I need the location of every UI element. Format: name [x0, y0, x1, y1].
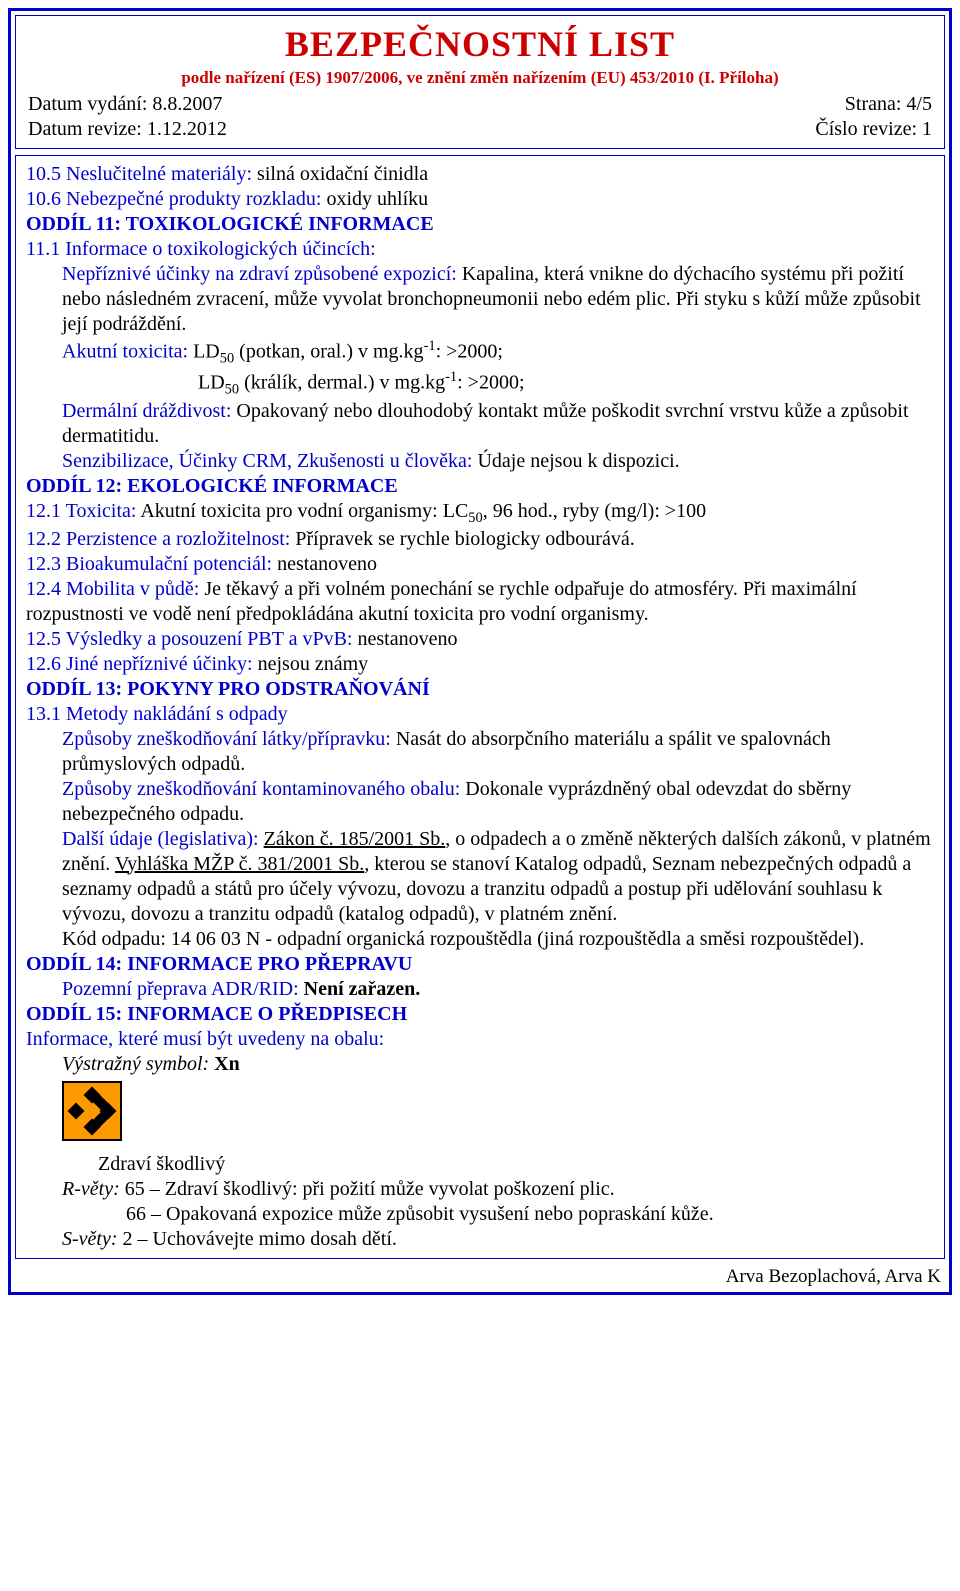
label-r-phrases: R-věty: — [62, 1178, 125, 1200]
item-12-1: 12.1 Toxicita: Akutní toxicita pro vodní… — [26, 499, 934, 527]
text-12-3: nestanoveno — [277, 553, 377, 575]
r-phrase-65: 65 – Zdraví škodlivý: při požití může vy… — [125, 1178, 615, 1200]
document-subtitle: podle nařízení (ES) 1907/2006, ve znění … — [28, 67, 932, 88]
label-12-1: 12.1 Toxicita: — [26, 500, 140, 522]
label-disposal-packaging: Způsoby zneškodňování kontaminovaného ob… — [62, 778, 465, 800]
text-12-2: Přípravek se rychle biologicky odbourává… — [295, 528, 634, 550]
law-185-2001: Zákon č. 185/2001 Sb. — [264, 828, 446, 850]
label-12-2: 12.2 Perzistence a rozložitelnost: — [26, 528, 295, 550]
block-13-disposal-sub: Způsoby zneškodňování látky/přípravku: N… — [26, 727, 934, 777]
label-dermal-irritation: Dermální dráždivost: — [62, 400, 236, 422]
block-13-disposal-pack: Způsoby zneškodňování kontaminovaného ob… — [26, 777, 934, 827]
text-sensitization: Údaje nejsou k dispozici. — [477, 450, 679, 472]
block-15-symbol-line: Výstražný symbol: Xn — [26, 1052, 934, 1077]
ld50-rat-sub: 50 — [220, 351, 234, 367]
label-legislation: Další údaje (legislativa): — [62, 828, 264, 850]
block-11-acute-1: Akutní toxicita: LD50 (potkan, oral.) v … — [26, 337, 934, 368]
ld50-rat-e: : >2000; — [436, 341, 503, 363]
ld50-rabbit-a: LD — [198, 372, 225, 394]
label-12-6: 12.6 Jiné nepříznivé účinky: — [26, 653, 258, 675]
text-12-1-sub: 50 — [468, 510, 482, 526]
item-12-6: 12.6 Jiné nepříznivé účinky: nejsou znám… — [26, 652, 934, 677]
label-s-phrases: S-věty: — [62, 1228, 123, 1250]
document-frame: BEZPEČNOSTNÍ LIST podle nařízení (ES) 19… — [8, 8, 952, 1295]
label-12-5: 12.5 Výsledky a posouzení PBT a vPvB: — [26, 628, 357, 650]
ld50-rat-sup: -1 — [424, 338, 436, 354]
waste-code: Kód odpadu: 14 06 03 N - odpadní organic… — [26, 927, 934, 952]
document-title: BEZPEČNOSTNÍ LIST — [28, 22, 932, 67]
block-14-adr: Pozemní přeprava ADR/RID: Není zařazen. — [26, 977, 934, 1002]
label-10-6: 10.6 Nebezpečné produkty rozkladu: — [26, 188, 326, 210]
revision-date: Datum revize: 1.12.2012 — [28, 117, 227, 142]
r-phrase-66: 66 – Opakovaná expozice může způsobit vy… — [26, 1202, 934, 1227]
block-r-phrases: R-věty: 65 – Zdraví škodlivý: při požití… — [26, 1177, 934, 1202]
block-11-adverse: Nepříznivé účinky na zdraví způsobené ex… — [26, 262, 934, 337]
block-11-sens: Senzibilizace, Účinky CRM, Zkušenosti u … — [26, 449, 934, 474]
heading-section-11: ODDÍL 11: TOXIKOLOGICKÉ INFORMACE — [26, 212, 934, 237]
ld50-rabbit-c: (králík, dermal.) v mg.kg — [239, 372, 445, 394]
item-12-5: 12.5 Výsledky a posouzení PBT a vPvB: ne… — [26, 627, 934, 652]
block-s-phrases: S-věty: 2 – Uchovávejte mimo dosah dětí. — [26, 1227, 934, 1252]
decree-381-2001: Vyhláška MŽP č. 381/2001 Sb. — [115, 853, 364, 875]
block-11-dermal: Dermální dráždivost: Opakovaný nebo dlou… — [26, 399, 934, 449]
block-11-acute-2: LD50 (králík, dermal.) v mg.kg-1: >2000; — [26, 368, 934, 399]
text-10-6: oxidy uhlíku — [326, 188, 428, 210]
text-adr-rid: Není zařazen. — [304, 978, 421, 1000]
ld50-rabbit-e: : >2000; — [457, 372, 524, 394]
label-adr-rid: Pozemní přeprava ADR/RID: — [62, 978, 304, 1000]
label-11-1: 11.1 Informace o toxikologických účincíc… — [26, 237, 934, 262]
text-12-1-c: , 96 hod., ryby (mg/l): >100 — [483, 500, 707, 522]
hazard-pictogram-icon — [62, 1081, 122, 1141]
text-12-6: nejsou známy — [258, 653, 369, 675]
item-12-3: 12.3 Bioakumulační potenciál: nestanoven… — [26, 552, 934, 577]
document-body-box: 10.5 Neslučitelné materiály: silná oxida… — [15, 155, 945, 1258]
header-meta-row-1: Datum vydání: 8.8.2007 Strana: 4/5 — [28, 92, 932, 117]
item-10-6: 10.6 Nebezpečné produkty rozkladu: oxidy… — [26, 187, 934, 212]
label-disposal-substance: Způsoby zneškodňování látky/přípravku: — [62, 728, 396, 750]
symbol-code-xn: Xn — [214, 1053, 240, 1075]
item-10-5: 10.5 Neslučitelné materiály: silná oxida… — [26, 162, 934, 187]
ld50-rat-c: (potkan, oral.) v mg.kg — [234, 341, 423, 363]
item-12-2: 12.2 Perzistence a rozložitelnost: Přípr… — [26, 527, 934, 552]
label-adverse-effects: Nepříznivé účinky na zdraví způsobené ex… — [62, 263, 462, 285]
label-12-4: 12.4 Mobilita v půdě: — [26, 578, 204, 600]
issue-date: Datum vydání: 8.8.2007 — [28, 92, 222, 117]
document-header-box: BEZPEČNOSTNÍ LIST podle nařízení (ES) 19… — [15, 15, 945, 149]
heading-section-14: ODDÍL 14: INFORMACE PRO PŘEPRAVU — [26, 952, 934, 977]
label-info-on-label: Informace, které musí být uvedeny na oba… — [26, 1027, 934, 1052]
heading-section-13: ODDÍL 13: POKYNY PRO ODSTRAŇOVÁNÍ — [26, 677, 934, 702]
footer-author: Arva Bezoplachová, Arva K — [15, 1259, 945, 1289]
label-sensitization: Senzibilizace, Účinky CRM, Zkušenosti u … — [62, 450, 477, 472]
label-13-1: 13.1 Metody nakládání s odpady — [26, 702, 934, 727]
heading-section-15: ODDÍL 15: INFORMACE O PŘEDPISECH — [26, 1002, 934, 1027]
revision-number: Číslo revize: 1 — [815, 117, 932, 142]
ld50-rabbit-sub: 50 — [225, 382, 239, 398]
text-12-1-a: Akutní toxicita pro vodní organismy: LC — [140, 500, 468, 522]
heading-section-12: ODDÍL 12: EKOLOGICKÉ INFORMACE — [26, 474, 934, 499]
block-13-legislation: Další údaje (legislativa): Zákon č. 185/… — [26, 827, 934, 927]
item-12-4: 12.4 Mobilita v půdě: Je těkavý a při vo… — [26, 577, 934, 627]
text-harmful: Zdraví škodlivý — [26, 1152, 934, 1177]
label-warning-symbol: Výstražný symbol: — [62, 1053, 214, 1075]
label-12-3: 12.3 Bioakumulační potenciál: — [26, 553, 277, 575]
header-meta-row-2: Datum revize: 1.12.2012 Číslo revize: 1 — [28, 117, 932, 142]
label-acute-toxicity: Akutní toxicita: — [62, 341, 193, 363]
s-phrase-2: 2 – Uchovávejte mimo dosah dětí. — [123, 1228, 397, 1250]
label-10-5: 10.5 Neslučitelné materiály: — [26, 163, 257, 185]
page-number: Strana: 4/5 — [845, 92, 932, 117]
text-10-5: silná oxidační činidla — [257, 163, 428, 185]
ld50-rat-a: LD — [193, 341, 220, 363]
text-12-5: nestanoveno — [357, 628, 457, 650]
ld50-rabbit-sup: -1 — [445, 369, 457, 385]
